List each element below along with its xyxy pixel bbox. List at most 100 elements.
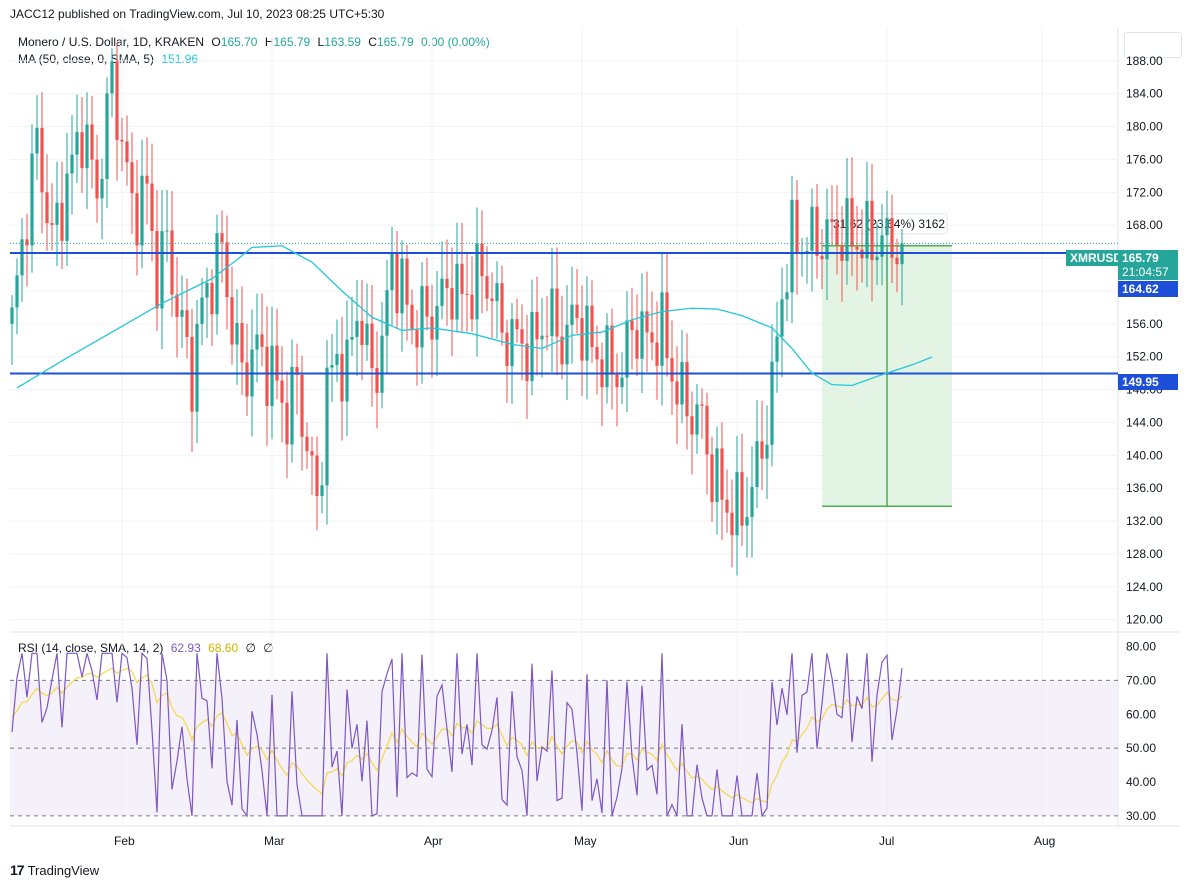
tradingview-logo-icon: 17	[10, 862, 25, 878]
candle-body	[520, 329, 524, 344]
price-tick-label: 120.00	[1126, 613, 1163, 627]
measure-label: 31.62 (23.64%) 3162	[833, 217, 945, 231]
candle-body	[550, 288, 554, 337]
candle-body	[490, 298, 494, 302]
candle-body	[140, 175, 144, 246]
candle-body	[780, 299, 784, 337]
candle-body	[655, 342, 659, 366]
candle-body	[540, 335, 544, 340]
candle-body	[620, 377, 624, 388]
time-tick-label: Feb	[114, 834, 135, 848]
candle-body	[575, 304, 579, 319]
candle-body	[170, 230, 174, 295]
candle-body	[545, 335, 549, 337]
candle-body	[480, 243, 484, 277]
ohlc-open: O165.70	[211, 35, 258, 49]
candle-body	[180, 310, 184, 317]
candle-body	[340, 353, 344, 402]
candle-body	[750, 487, 754, 518]
candle-body	[240, 323, 244, 363]
candle-body	[880, 235, 884, 257]
symbol-tag: XMRUSD	[1066, 250, 1122, 266]
candle-body	[425, 286, 429, 317]
candle-body	[700, 404, 704, 406]
price-tick-label: 188.00	[1126, 54, 1163, 68]
candle-body	[485, 276, 489, 299]
candle-body	[795, 199, 799, 255]
candle-body	[230, 297, 234, 345]
candle-body	[885, 218, 889, 236]
candle-body	[260, 334, 264, 347]
rsi-legend: RSI (14, close, SMA, 14, 2) 62.93 68.60 …	[18, 641, 278, 655]
candle-body	[650, 332, 654, 343]
candle-body	[525, 343, 529, 382]
candle-body	[10, 307, 14, 324]
candle-body	[675, 381, 679, 405]
candle-body	[865, 200, 869, 259]
candle-body	[35, 127, 39, 154]
candle-body	[455, 263, 459, 320]
candle-body	[820, 255, 824, 260]
rsi-extra-2: ∅	[263, 641, 274, 655]
candle-body	[315, 455, 319, 497]
candle-body	[630, 320, 634, 331]
candle-body	[105, 93, 109, 180]
candle-body	[30, 153, 34, 246]
candle-body	[360, 320, 364, 345]
candle-body	[505, 332, 509, 367]
candle-body	[275, 345, 279, 381]
candle-body	[660, 292, 664, 366]
candle-body	[570, 304, 574, 325]
candle-body	[145, 175, 149, 184]
candle-body	[850, 198, 854, 247]
ma-legend: MA (50, close, 0, SMA, 5) 151.96	[18, 52, 202, 66]
candle-body	[640, 311, 644, 359]
candle-body	[150, 183, 154, 231]
candle-body	[410, 304, 414, 331]
candle-body	[310, 451, 314, 456]
candle-body	[45, 192, 49, 224]
price-tick-label: 144.00	[1126, 415, 1163, 429]
candle-body	[215, 233, 219, 315]
candle-body	[300, 374, 304, 437]
candle-body	[420, 286, 424, 348]
candle-body	[440, 278, 444, 306]
candle-body	[55, 202, 59, 225]
candle-body	[405, 258, 409, 305]
rsi-tick-label: 50.00	[1126, 741, 1156, 755]
candle-body	[205, 282, 209, 298]
candle-body	[890, 218, 894, 258]
rsi-tick-label: 30.00	[1126, 809, 1156, 823]
candle-body	[400, 258, 404, 314]
candle-body	[175, 294, 179, 317]
candle-body	[465, 293, 469, 295]
publisher-line: JACC12 published on TradingView.com, Jul…	[10, 7, 385, 21]
time-tick-label: Jul	[879, 834, 894, 848]
candle-body	[460, 263, 464, 294]
candle-body	[100, 179, 104, 199]
candle-body	[435, 305, 439, 340]
candle-body	[290, 366, 294, 445]
candle-body	[730, 512, 734, 536]
candle-body	[740, 472, 744, 526]
candle-body	[355, 320, 359, 337]
candle-body	[855, 246, 859, 250]
countdown: 21:04:57	[1122, 265, 1169, 279]
rsi-tick-label: 80.00	[1126, 640, 1156, 654]
candle-body	[160, 231, 164, 309]
candle-body	[500, 283, 504, 333]
time-tick-label: Apr	[424, 834, 443, 848]
candle-body	[20, 239, 24, 276]
candle-body	[715, 448, 719, 503]
candle-body	[720, 448, 724, 500]
candle-body	[835, 221, 839, 245]
ma-value: 151.96	[161, 52, 199, 66]
rsi-tick-label: 40.00	[1126, 775, 1156, 789]
footer-brand: TradingView	[27, 862, 100, 878]
candle-body	[305, 436, 309, 452]
chart-settings-box[interactable]	[1124, 32, 1182, 58]
ohlc-low: L163.59	[317, 35, 361, 49]
candle-body	[155, 230, 159, 309]
candle-body	[625, 320, 629, 378]
